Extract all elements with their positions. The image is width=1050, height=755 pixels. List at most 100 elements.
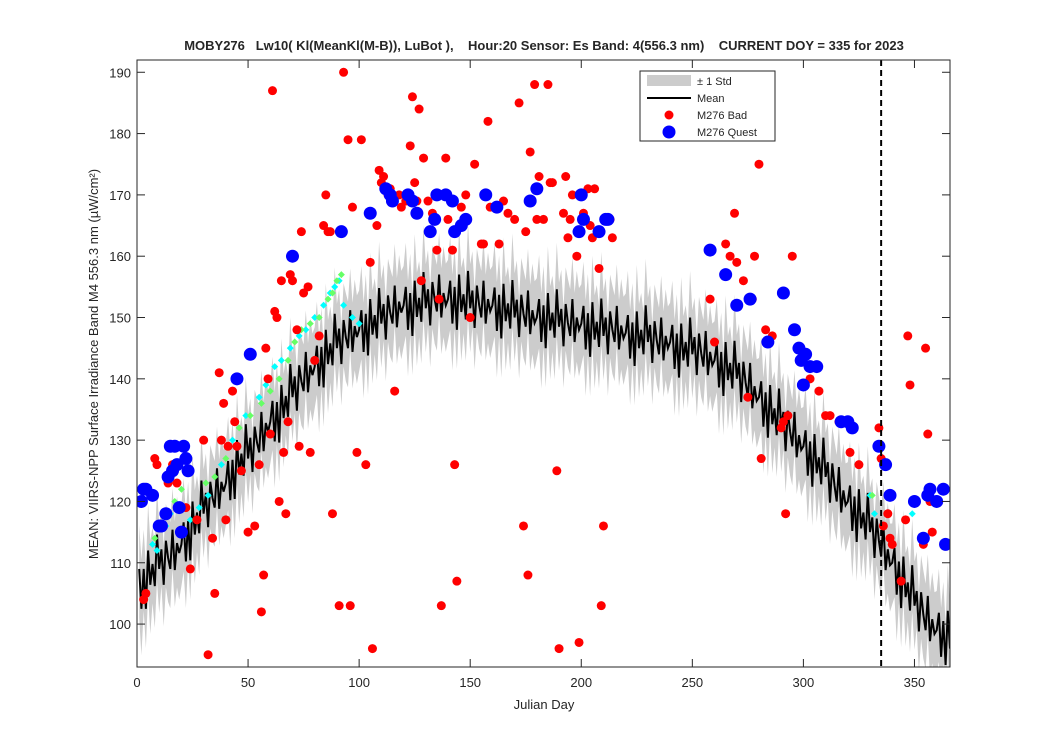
bad-point: [361, 460, 371, 470]
bad-point: [590, 184, 600, 194]
quest-point: [907, 494, 921, 508]
quest-point: [490, 200, 504, 214]
green-point: [246, 412, 254, 420]
cyan-point: [242, 412, 250, 420]
bad-point: [223, 441, 233, 451]
cyan-point: [348, 314, 356, 322]
bad-point: [710, 337, 720, 347]
x-tick-label: 250: [681, 675, 703, 690]
quest-point: [923, 482, 937, 496]
bad-point: [563, 233, 573, 243]
bad-point: [310, 355, 320, 365]
bad-point: [503, 208, 513, 218]
y-axis-label: MEAN: VIIRS-NPP Surface Irradiance Band …: [86, 169, 101, 559]
plot-area: [137, 60, 950, 667]
quest-point: [730, 298, 744, 312]
bad-point: [203, 650, 213, 660]
bad-point: [921, 343, 931, 353]
bad-point: [305, 447, 315, 457]
bad-point: [345, 601, 355, 611]
bad-point: [479, 239, 489, 249]
bad-point: [756, 454, 766, 464]
green-point: [235, 424, 243, 432]
bad-point: [883, 509, 893, 519]
green-point: [306, 320, 314, 328]
quest-point: [776, 286, 790, 300]
bad-point: [343, 135, 353, 145]
bad-point: [896, 576, 906, 586]
bad-point: [705, 294, 715, 304]
x-tick-label: 200: [570, 675, 592, 690]
bad-point: [214, 368, 224, 378]
y-tick-label: 190: [109, 65, 131, 80]
quest-point: [845, 421, 859, 435]
quest-point: [916, 531, 930, 545]
quest-point: [523, 194, 537, 208]
bad-point: [232, 441, 242, 451]
bad-point: [379, 171, 389, 181]
bad-point: [372, 221, 382, 231]
quest-point: [719, 268, 733, 282]
quest-point: [430, 188, 444, 202]
green-point: [291, 338, 299, 346]
bad-point: [494, 239, 504, 249]
quest-point: [936, 482, 950, 496]
bad-point: [787, 251, 797, 261]
bad-point: [276, 276, 286, 286]
bad-point: [465, 313, 475, 323]
bad-point: [567, 190, 577, 200]
bad-point: [594, 263, 604, 273]
bad-point: [419, 153, 429, 163]
bad-point: [721, 239, 731, 249]
quest-point: [930, 494, 944, 508]
bad-point: [443, 214, 453, 224]
bad-point: [903, 331, 913, 341]
green-point: [333, 277, 341, 285]
bad-point: [228, 386, 238, 396]
bad-point: [552, 466, 562, 476]
quest-point: [574, 188, 588, 202]
bad-point: [927, 527, 937, 537]
bad-point: [783, 411, 793, 421]
quest-point: [810, 360, 824, 374]
bad-point: [543, 80, 553, 90]
bad-point: [743, 392, 753, 402]
bad-point: [347, 202, 357, 212]
bad-point: [221, 515, 231, 525]
bad-point: [339, 67, 349, 77]
y-tick-label: 100: [109, 617, 131, 632]
bad-point: [596, 601, 606, 611]
bad-point: [887, 539, 897, 549]
quest-point: [872, 439, 886, 453]
quest-point: [174, 525, 188, 539]
bad-point: [259, 570, 269, 580]
cyan-point: [204, 491, 212, 499]
green-point: [211, 473, 219, 481]
bad-point: [845, 447, 855, 457]
bad-point: [321, 190, 331, 200]
bad-point: [287, 276, 297, 286]
plot-frame: [136, 59, 951, 668]
quest-point: [703, 243, 717, 257]
x-tick-label: 100: [348, 675, 370, 690]
x-axis-label: Julian Day: [514, 697, 575, 712]
quest-point: [761, 335, 775, 349]
quest-point: [530, 182, 544, 196]
cyan-point: [149, 540, 157, 548]
cyan-point: [870, 510, 878, 518]
bad-point: [565, 214, 575, 224]
chart-title: MOBY276 Lw10( Kl(MeanKl(M-B)), LuBot ), …: [184, 38, 904, 53]
bad-point: [292, 325, 302, 335]
bad-point: [210, 588, 220, 598]
bad-point: [261, 343, 271, 353]
cyan-point: [255, 393, 263, 401]
bad-point: [230, 417, 240, 427]
cyan-point: [286, 344, 294, 352]
bad-point: [738, 276, 748, 286]
bad-point: [441, 153, 451, 163]
quest-point: [879, 458, 893, 472]
green-point: [177, 485, 185, 493]
legend-mean-label: Mean: [697, 93, 725, 105]
bad-point: [405, 141, 415, 151]
